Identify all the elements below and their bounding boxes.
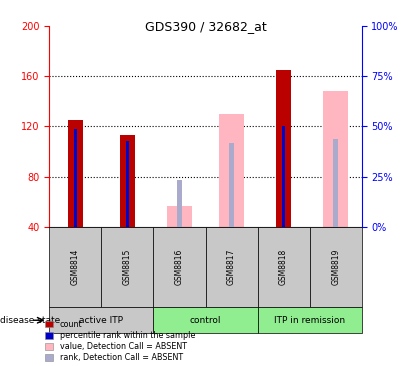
Bar (74, 129, 76, 227)
Bar (323, 91, 348, 227)
Bar (333, 139, 338, 227)
Bar (120, 135, 135, 227)
Text: active ITP: active ITP (79, 316, 123, 325)
Text: GDS390 / 32682_at: GDS390 / 32682_at (145, 20, 266, 33)
Text: GSM8819: GSM8819 (331, 249, 340, 285)
Text: GSM8815: GSM8815 (123, 249, 132, 285)
Text: GSM8817: GSM8817 (227, 249, 236, 285)
Bar (229, 143, 234, 227)
Text: GSM8814: GSM8814 (71, 249, 80, 285)
Bar (219, 114, 244, 227)
Bar (276, 70, 291, 227)
Bar (126, 141, 129, 227)
Text: GSM8816: GSM8816 (175, 249, 184, 285)
Text: ITP in remission: ITP in remission (274, 316, 345, 325)
Text: GSM8818: GSM8818 (279, 249, 288, 285)
Text: disease state: disease state (0, 316, 60, 325)
Bar (167, 206, 192, 227)
Bar (67, 120, 83, 227)
Bar (177, 180, 182, 227)
Legend: count, percentile rank within the sample, value, Detection Call = ABSENT, rank, : count, percentile rank within the sample… (45, 320, 195, 362)
Bar (282, 126, 285, 227)
Text: control: control (190, 316, 221, 325)
